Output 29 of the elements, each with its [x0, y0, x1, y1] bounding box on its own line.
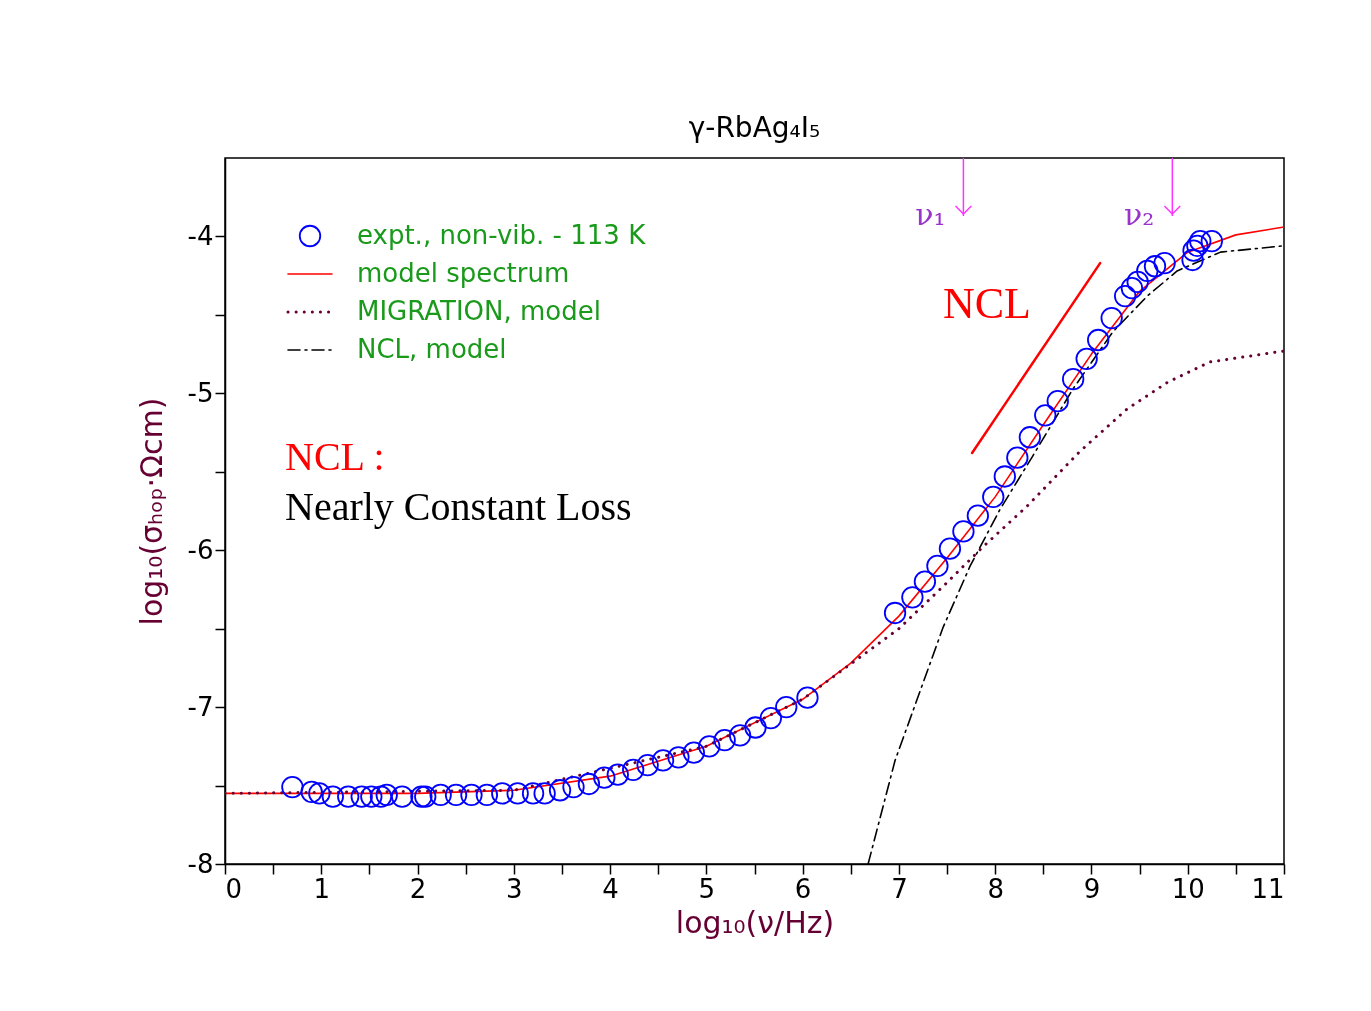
x-tick-label: 2 — [409, 873, 427, 904]
x-tick-label: 11 — [1251, 873, 1285, 904]
annotation: NCL : — [285, 434, 385, 479]
y-tick-label: -7 — [187, 691, 214, 722]
x-tick-label: 3 — [506, 873, 523, 904]
x-tick-label: 9 — [1083, 873, 1101, 904]
y-tick-label: -8 — [187, 848, 214, 879]
x-tick-label: 8 — [987, 873, 1004, 904]
legend-label: expt., non-vib. - 113 K — [357, 220, 647, 250]
legend-label: MIGRATION, model — [357, 296, 601, 326]
ref-line-label: ν₂ — [1124, 197, 1155, 232]
y-tick-label: -6 — [187, 534, 214, 565]
chart-title: γ-RbAg₄I₅ — [688, 111, 821, 145]
legend-label: model spectrum — [357, 258, 570, 288]
y-tick-label: -5 — [187, 377, 214, 408]
x-tick-label: 1 — [313, 873, 331, 904]
x-tick-label: 7 — [891, 873, 908, 904]
ref-line-label: ν₁ — [915, 197, 946, 232]
x-tick-label: 4 — [602, 873, 619, 904]
y-axis-title: log₁₀(σₕₒₚ·Ωcm) — [133, 397, 169, 626]
annotation: Nearly Constant Loss — [285, 484, 632, 529]
x-tick-label: 10 — [1171, 873, 1205, 904]
x-tick-label: 6 — [794, 873, 812, 904]
y-tick-label: -4 — [187, 220, 214, 251]
x-axis-title: log₁₀(ν/Hz) — [675, 904, 835, 940]
x-tick-label: 5 — [698, 873, 716, 904]
annotation: NCL — [943, 279, 1031, 328]
legend-label: NCL, model — [357, 334, 507, 364]
x-tick-label: 0 — [225, 873, 243, 904]
